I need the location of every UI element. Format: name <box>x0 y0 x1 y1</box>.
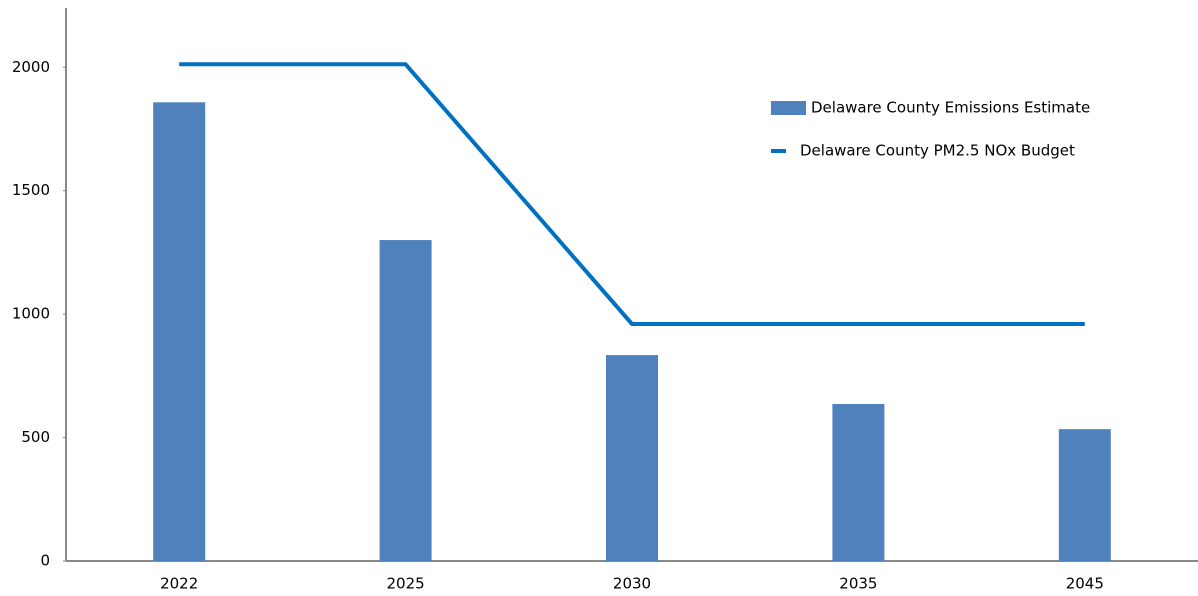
legend-label: Delaware County PM2.5 NOx Budget <box>800 142 1075 160</box>
y-tick-label: 1000 <box>12 305 50 323</box>
y-tick-label: 1500 <box>12 181 50 199</box>
x-tick-label: 2045 <box>1066 575 1104 593</box>
y-tick-label: 500 <box>21 428 50 446</box>
x-tick-label: 2022 <box>160 575 198 593</box>
bar <box>379 240 432 561</box>
bar <box>153 102 206 562</box>
bar <box>832 403 885 561</box>
y-tick-label: 0 <box>40 552 50 570</box>
bar <box>606 355 658 561</box>
y-tick-label: 2000 <box>12 58 50 76</box>
legend-swatch <box>771 101 806 115</box>
x-tick-label: 2025 <box>387 575 425 593</box>
x-tick-label: 2030 <box>613 575 651 593</box>
x-tick-label: 2035 <box>839 575 877 593</box>
line <box>179 62 1085 326</box>
bar <box>1058 429 1111 561</box>
legend-label: Delaware County Emissions Estimate <box>811 99 1090 117</box>
